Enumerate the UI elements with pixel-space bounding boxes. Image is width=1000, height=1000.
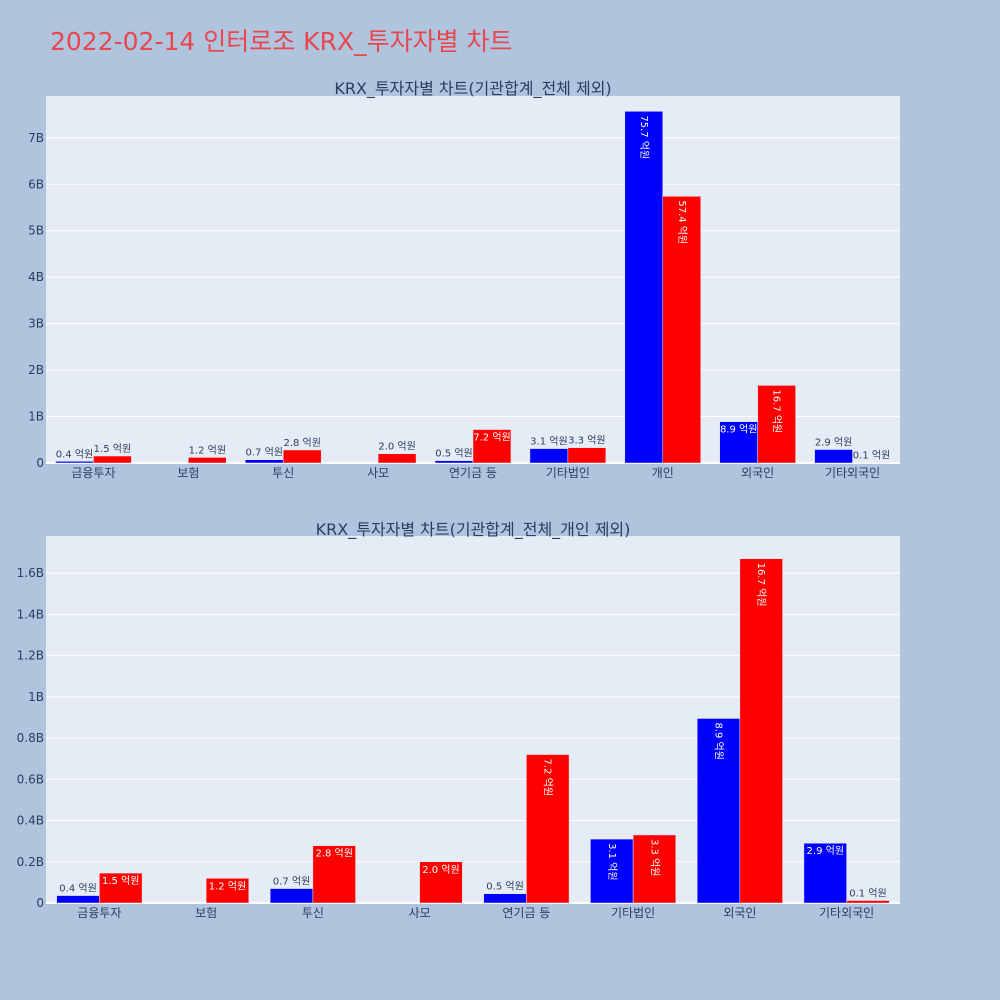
y-tick-label: 4B xyxy=(28,270,44,284)
bar xyxy=(814,449,853,464)
data-label: 2.8 억원 xyxy=(283,437,320,449)
data-label: 0.5 억원 xyxy=(486,881,523,893)
x-tick-label: 보험 xyxy=(177,466,199,480)
bar xyxy=(590,838,634,904)
y-tick-label: 1B xyxy=(28,410,44,424)
bar xyxy=(624,111,664,464)
bar xyxy=(719,421,758,464)
bar xyxy=(567,447,607,464)
chart-top: 0 1B 2B 3B 4B 5B 6B 7B KRX_투자자별 차트(기관합계_전체 제외) 금융… xyxy=(28,79,900,480)
x-tick-label: 투신 xyxy=(302,906,324,920)
bar xyxy=(56,895,100,904)
bar xyxy=(282,449,322,464)
data-label: 1.5 억원 xyxy=(94,443,131,455)
bar xyxy=(632,834,677,904)
x-tick-label: 연기금 등 xyxy=(449,466,497,480)
data-label: 2.9 억원 xyxy=(815,437,852,449)
data-label: 0.4 억원 xyxy=(59,883,96,895)
y-tick-label: 6B xyxy=(28,177,44,191)
bar xyxy=(205,878,250,904)
data-label: 16.7 억원 xyxy=(771,389,783,433)
y-tick-label: 5B xyxy=(28,224,44,238)
data-label: 3.3 억원 xyxy=(648,839,660,876)
bar xyxy=(472,429,512,464)
bar xyxy=(419,861,463,904)
y-tick-label: 0.2B xyxy=(17,855,44,869)
x-tick-label: 기타외국인 xyxy=(819,906,874,920)
bar xyxy=(269,888,314,904)
data-label: 2.0 억원 xyxy=(378,441,415,453)
data-label: 7.2 억원 xyxy=(542,759,554,796)
data-label: 2.0 억원 xyxy=(422,864,459,876)
x-tick-label: 기타외국인 xyxy=(825,466,880,480)
bar xyxy=(526,754,570,904)
x-tick-label: 금융투자 xyxy=(77,906,121,920)
y-tick-label: 0.6B xyxy=(17,772,44,786)
bar xyxy=(803,842,847,904)
chart-bottom: 0 0.2B 0.4B 0.6B 0.8B 1B 1.2B 1.4B 1.6B KRX_투자자별 … xyxy=(17,520,900,920)
data-label: 7.2 억원 xyxy=(473,432,510,444)
x-tick-label: 개인 xyxy=(652,466,674,480)
data-label: 2.8 억원 xyxy=(315,848,352,860)
bar xyxy=(846,900,890,904)
chart-title: KRX_투자자별 차트(기관합계_전체 제외) xyxy=(334,79,611,99)
chart-title: KRX_투자자별 차트(기관합계_전체_개인 제외) xyxy=(316,520,631,540)
y-tick-label: 0 xyxy=(36,456,44,470)
bar xyxy=(188,457,227,464)
bar xyxy=(55,461,94,464)
data-label: 57.4 억원 xyxy=(676,200,688,244)
data-label: 8.9 억원 xyxy=(720,424,757,436)
y-tick-label: 1.4B xyxy=(17,607,44,621)
data-label: 0.5 억원 xyxy=(435,448,472,460)
data-label: 3.1 억원 xyxy=(530,436,567,448)
x-tick-label: 사모 xyxy=(409,906,431,920)
y-tick-label: 1.2B xyxy=(17,649,44,663)
y-tick-label: 1B xyxy=(28,690,44,704)
bar xyxy=(739,558,783,904)
y-tick-label: 3B xyxy=(28,317,44,331)
data-label: 0.7 억원 xyxy=(246,447,283,459)
bar xyxy=(377,453,417,464)
data-label: 75.7 억원 xyxy=(638,115,650,159)
data-label: 0.7 억원 xyxy=(273,876,310,888)
y-tick-label: 0 xyxy=(36,896,44,910)
bar xyxy=(93,455,132,464)
y-tick-label: 0.4B xyxy=(17,814,44,828)
data-label: 0.4 억원 xyxy=(56,448,93,460)
bar xyxy=(312,845,356,904)
data-label: 16.7 억원 xyxy=(755,563,767,607)
bar xyxy=(483,893,527,904)
bar xyxy=(99,872,143,904)
y-tick-label: 0.8B xyxy=(17,731,44,745)
bar xyxy=(757,385,796,464)
data-label: 1.2 억원 xyxy=(189,444,226,456)
bar xyxy=(662,196,701,464)
bar xyxy=(696,718,741,904)
page-title: 2022-02-14 인터로조 KRX_투자자별 차트 xyxy=(50,27,513,56)
x-tick-label: 기타법인 xyxy=(546,466,590,480)
x-tick-label: 사모 xyxy=(367,466,389,480)
data-label: 1.2 억원 xyxy=(209,880,246,892)
x-tick-label: 외국인 xyxy=(723,906,756,920)
data-label: 0.1 억원 xyxy=(849,888,886,900)
y-tick-label: 7B xyxy=(28,131,44,145)
data-label: 2.9 억원 xyxy=(807,845,844,857)
data-label: 3.1 억원 xyxy=(606,843,618,880)
y-tick-label: 2B xyxy=(28,363,44,377)
x-tick-label: 보험 xyxy=(195,906,217,920)
data-label: 0.1 억원 xyxy=(853,450,890,462)
data-label: 3.3 억원 xyxy=(568,435,605,447)
bar xyxy=(529,448,569,464)
bar xyxy=(434,460,474,464)
x-tick-label: 금융투자 xyxy=(71,466,115,480)
x-tick-label: 외국인 xyxy=(741,466,774,480)
data-label: 8.9 억원 xyxy=(713,722,725,759)
y-tick-label: 1.6B xyxy=(17,566,44,580)
x-tick-label: 기타법인 xyxy=(611,906,655,920)
x-tick-label: 연기금 등 xyxy=(502,906,550,920)
bar xyxy=(245,459,284,464)
data-label: 1.5 억원 xyxy=(102,875,139,887)
x-tick-label: 투신 xyxy=(272,466,294,480)
